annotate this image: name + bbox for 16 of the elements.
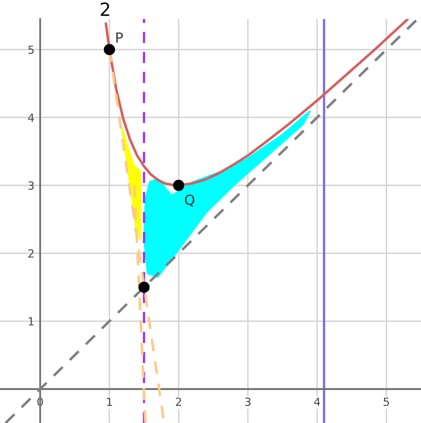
y-tick-label: 3 xyxy=(28,181,34,190)
x-tick-label: 4 xyxy=(314,398,320,406)
text: 2 xyxy=(100,2,110,16)
x-tick-label: 1 xyxy=(107,398,112,406)
x-tick-label: 3 xyxy=(245,398,251,406)
y-tick-label: 4 xyxy=(28,114,34,122)
point xyxy=(138,282,150,293)
point xyxy=(104,44,116,56)
annotation: Q xyxy=(184,194,194,207)
y-tick-label: 5 xyxy=(28,46,34,54)
y-tick-label: 1 xyxy=(28,317,34,326)
y-tick-label: 2 xyxy=(28,249,34,258)
x-tick-label: 2 xyxy=(176,398,182,406)
x-tick-label: 5 xyxy=(384,398,389,406)
point xyxy=(173,180,184,191)
annotation: P xyxy=(116,32,123,43)
